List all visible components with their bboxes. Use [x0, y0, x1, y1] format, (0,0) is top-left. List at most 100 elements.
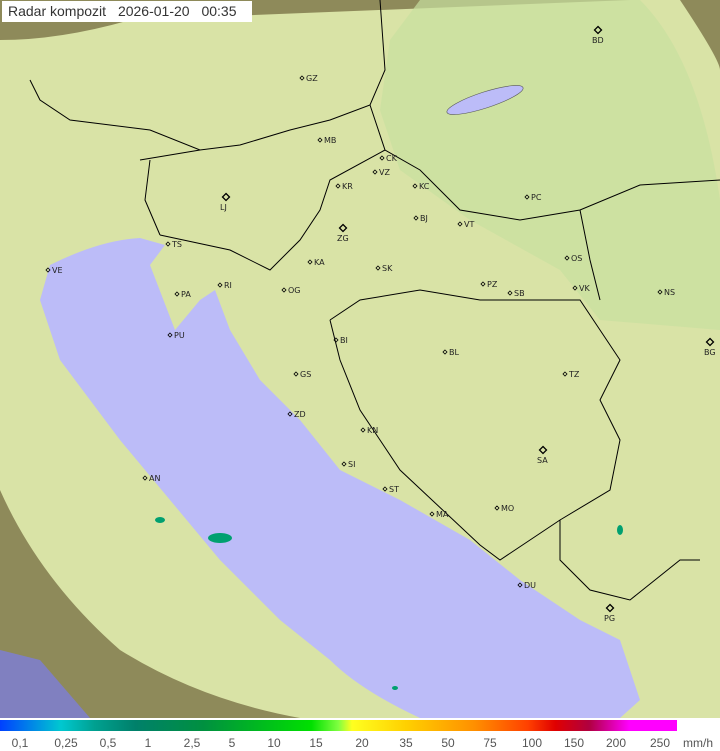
city-marker-icon: [174, 291, 180, 297]
title-label: Radar kompozit: [8, 3, 107, 19]
map-title: Radar kompozit 2026-01-20 00:35: [2, 1, 252, 22]
city-marker-icon: [287, 411, 293, 417]
title-date: 2026-01-20: [117, 3, 190, 19]
city-label: BG: [704, 348, 716, 357]
city-marker-icon: [657, 289, 663, 295]
city-marker-icon: [442, 349, 448, 355]
city-marker-icon: [335, 183, 341, 189]
city-marker-icon: [524, 194, 530, 200]
city-label: VE: [52, 266, 63, 275]
city-label: ZD: [294, 410, 306, 419]
city-marker-icon: [517, 582, 523, 588]
scale-tick: 150: [563, 736, 585, 750]
precipitation-echoes: [155, 517, 623, 690]
city-marker-icon: [360, 427, 366, 433]
title-time: 00:35: [201, 3, 237, 19]
city-label: PZ: [487, 280, 498, 289]
city-marker-icon: [165, 241, 171, 247]
city-marker-icon: [217, 282, 223, 288]
city-marker-icon: [457, 221, 463, 227]
city-label: CK: [386, 154, 398, 163]
city-label: PG: [604, 614, 615, 623]
scale-tick: 75: [483, 736, 497, 750]
city-marker-icon: [413, 215, 419, 221]
pannonian-plain: [380, 0, 720, 330]
city-marker-icon: [480, 281, 486, 287]
city-label: PC: [531, 193, 542, 202]
scale-tick: 5: [228, 736, 236, 750]
city-label: MB: [324, 136, 336, 145]
city-marker-icon: [572, 285, 578, 291]
city-marker-icon: [382, 486, 388, 492]
city-marker-icon: [341, 461, 347, 467]
city-label: KA: [314, 258, 325, 267]
city-label: SB: [514, 289, 525, 298]
city-marker-icon: [605, 603, 615, 613]
city-marker-icon: [562, 371, 568, 377]
city-label: VZ: [379, 168, 390, 177]
city-label: NS: [664, 288, 675, 297]
lake-balaton: [446, 85, 524, 115]
city-label: PA: [181, 290, 191, 299]
city-label: TZ: [568, 370, 580, 379]
city-marker-icon: [705, 337, 715, 347]
scale-tick: 10: [267, 736, 281, 750]
scale-tick: 20: [355, 736, 369, 750]
city-marker-icon: [333, 337, 339, 343]
city-markers: GZ BD MB CK VZ KR KC LJ PC ZG BJ VT TS VE RI KA SK OS PA OG…: [45, 25, 716, 623]
city-marker-icon: [593, 25, 603, 35]
city-marker-icon: [372, 169, 378, 175]
city-marker-icon: [307, 259, 313, 265]
city-label: OG: [288, 286, 301, 295]
city-label: LJ: [220, 203, 227, 212]
city-label: BD: [592, 36, 604, 45]
city-marker-icon: [167, 332, 173, 338]
city-label: ZG: [337, 234, 349, 243]
city-label: BI: [340, 336, 348, 345]
city-marker-icon: [142, 475, 148, 481]
city-label: TS: [171, 240, 182, 249]
precipitation-color-scale: [0, 720, 677, 731]
city-marker-icon: [317, 137, 323, 143]
city-label: GS: [300, 370, 311, 379]
city-label: PU: [174, 331, 185, 340]
city-label: DU: [524, 581, 536, 590]
scale-tick: 35: [399, 736, 413, 750]
scale-unit: mm/h: [683, 736, 713, 750]
city-marker-icon: [293, 371, 299, 377]
city-label: KR: [342, 182, 353, 191]
scale-tick: 50: [441, 736, 455, 750]
scale-tick: 0,1: [11, 736, 29, 750]
city-label: OS: [571, 254, 582, 263]
city-marker-icon: [564, 255, 570, 261]
city-label: VT: [464, 220, 474, 229]
city-marker-icon: [538, 445, 548, 455]
city-marker-icon: [379, 155, 385, 161]
radar-map[interactable]: GZ BD MB CK VZ KR KC LJ PC ZG BJ VT TS VE RI KA SK OS PA OG…: [0, 0, 720, 718]
city-marker-icon: [375, 265, 381, 271]
city-label: BL: [449, 348, 459, 357]
city-label: KC: [419, 182, 430, 191]
scale-tick: 0,25: [54, 736, 78, 750]
scale-labels: 0,1 0,25 0,5 1 2,5 5 10 15 20 35 50 75 100 150 200 250 m…: [0, 736, 720, 751]
city-label: MO: [501, 504, 514, 513]
city-label: RI: [224, 281, 232, 290]
city-label: AN: [149, 474, 160, 483]
scale-tick: 15: [309, 736, 323, 750]
city-label: ST: [389, 485, 399, 494]
city-label: VK: [579, 284, 590, 293]
adriatic-sea: [40, 238, 640, 718]
city-marker-icon: [412, 183, 418, 189]
city-marker-icon: [507, 290, 513, 296]
scale-tick: 200: [605, 736, 627, 750]
city-label: KN: [367, 426, 378, 435]
scale-tick: 0,5: [99, 736, 117, 750]
city-label: MA: [436, 510, 449, 519]
city-marker-icon: [221, 192, 231, 202]
city-marker-icon: [299, 75, 305, 81]
tyrrhenian-sea: [0, 650, 90, 718]
scale-tick: 100: [521, 736, 543, 750]
city-marker-icon: [281, 287, 287, 293]
country-borders: [29, 0, 720, 601]
city-label: SK: [382, 264, 393, 273]
